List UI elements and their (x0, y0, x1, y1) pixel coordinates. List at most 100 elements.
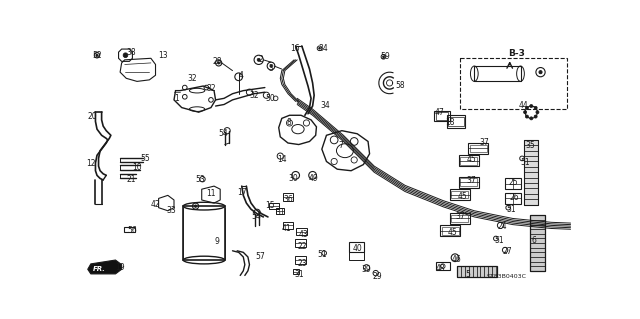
Bar (451, 191, 468, 198)
Bar (530, 229, 545, 234)
Bar (524, 183, 538, 189)
Bar (530, 220, 545, 225)
Bar (505, 193, 520, 204)
Text: 15: 15 (265, 201, 275, 210)
Bar (505, 178, 520, 189)
Bar (447, 115, 465, 128)
Text: 5: 5 (465, 270, 470, 279)
Circle shape (525, 115, 529, 118)
Bar (269, 203, 279, 209)
Text: 51: 51 (317, 250, 327, 259)
Text: 16: 16 (291, 44, 300, 54)
Text: 28: 28 (212, 57, 222, 66)
Bar (530, 248, 545, 252)
Bar (524, 194, 538, 199)
Text: 6: 6 (531, 236, 536, 245)
Text: 39: 39 (362, 265, 372, 274)
Bar (524, 167, 538, 172)
Bar (459, 155, 479, 166)
Bar (295, 239, 306, 247)
Text: 33: 33 (166, 206, 176, 215)
Circle shape (539, 70, 542, 74)
Bar (349, 241, 364, 252)
Bar (524, 140, 538, 145)
Circle shape (195, 205, 196, 207)
Text: 24: 24 (497, 222, 507, 231)
Text: 26: 26 (509, 193, 519, 202)
Text: 50: 50 (265, 94, 275, 103)
Bar (524, 145, 538, 151)
Text: 12: 12 (86, 159, 96, 168)
Bar (442, 227, 459, 235)
Bar (295, 256, 306, 264)
Circle shape (534, 115, 537, 118)
Bar (460, 58, 566, 109)
Circle shape (319, 48, 320, 49)
Bar (124, 227, 135, 232)
Text: 36: 36 (284, 195, 293, 204)
Text: 43: 43 (299, 230, 308, 239)
Text: 22: 22 (297, 241, 307, 250)
Circle shape (524, 111, 527, 114)
Text: 59: 59 (380, 52, 390, 61)
Circle shape (383, 56, 384, 57)
Bar (481, 266, 484, 277)
Bar (530, 262, 545, 266)
Bar (530, 243, 545, 248)
Text: 52: 52 (92, 51, 102, 60)
Bar (492, 266, 496, 277)
Text: 1: 1 (174, 94, 179, 103)
Bar (436, 262, 450, 270)
Text: 37: 37 (479, 138, 489, 147)
Text: 19: 19 (115, 263, 125, 272)
Bar (440, 226, 460, 236)
Text: 7: 7 (339, 141, 344, 150)
Text: 2: 2 (259, 55, 264, 64)
Text: 25: 25 (508, 178, 518, 188)
Text: 14: 14 (277, 154, 287, 164)
Text: B-3: B-3 (508, 49, 525, 58)
Text: 10: 10 (132, 163, 142, 172)
Bar (450, 213, 470, 224)
Bar (530, 215, 545, 220)
Bar (524, 161, 538, 167)
Text: 38: 38 (126, 48, 136, 57)
Bar (484, 266, 488, 277)
Text: 54: 54 (251, 211, 260, 220)
Text: 56: 56 (128, 226, 138, 235)
Circle shape (525, 106, 529, 109)
Bar (460, 157, 477, 165)
Bar (474, 66, 520, 81)
Bar (349, 252, 364, 260)
Bar (530, 257, 545, 262)
Text: 23: 23 (297, 258, 307, 268)
Text: 29: 29 (372, 271, 382, 281)
Text: 51: 51 (507, 205, 516, 214)
Text: 27: 27 (502, 247, 511, 256)
Text: 46: 46 (451, 255, 461, 263)
Bar (524, 140, 538, 204)
Text: 32: 32 (250, 91, 259, 100)
Bar (459, 177, 479, 188)
Bar (458, 266, 497, 277)
Circle shape (270, 65, 272, 67)
Bar (530, 266, 545, 271)
Bar (436, 112, 448, 120)
Text: 47: 47 (435, 108, 444, 117)
Circle shape (257, 58, 260, 61)
Bar (530, 215, 545, 271)
Bar (296, 228, 307, 235)
Bar (488, 266, 492, 277)
Circle shape (530, 105, 533, 108)
Bar (276, 208, 284, 214)
Bar (524, 199, 538, 204)
Text: 37: 37 (467, 176, 476, 185)
Bar (283, 221, 293, 229)
Bar (461, 266, 465, 277)
Text: 57: 57 (255, 252, 266, 261)
Bar (530, 234, 545, 239)
Bar (465, 266, 469, 277)
Bar (477, 266, 481, 277)
Text: 4: 4 (239, 70, 244, 80)
Bar (451, 215, 468, 222)
